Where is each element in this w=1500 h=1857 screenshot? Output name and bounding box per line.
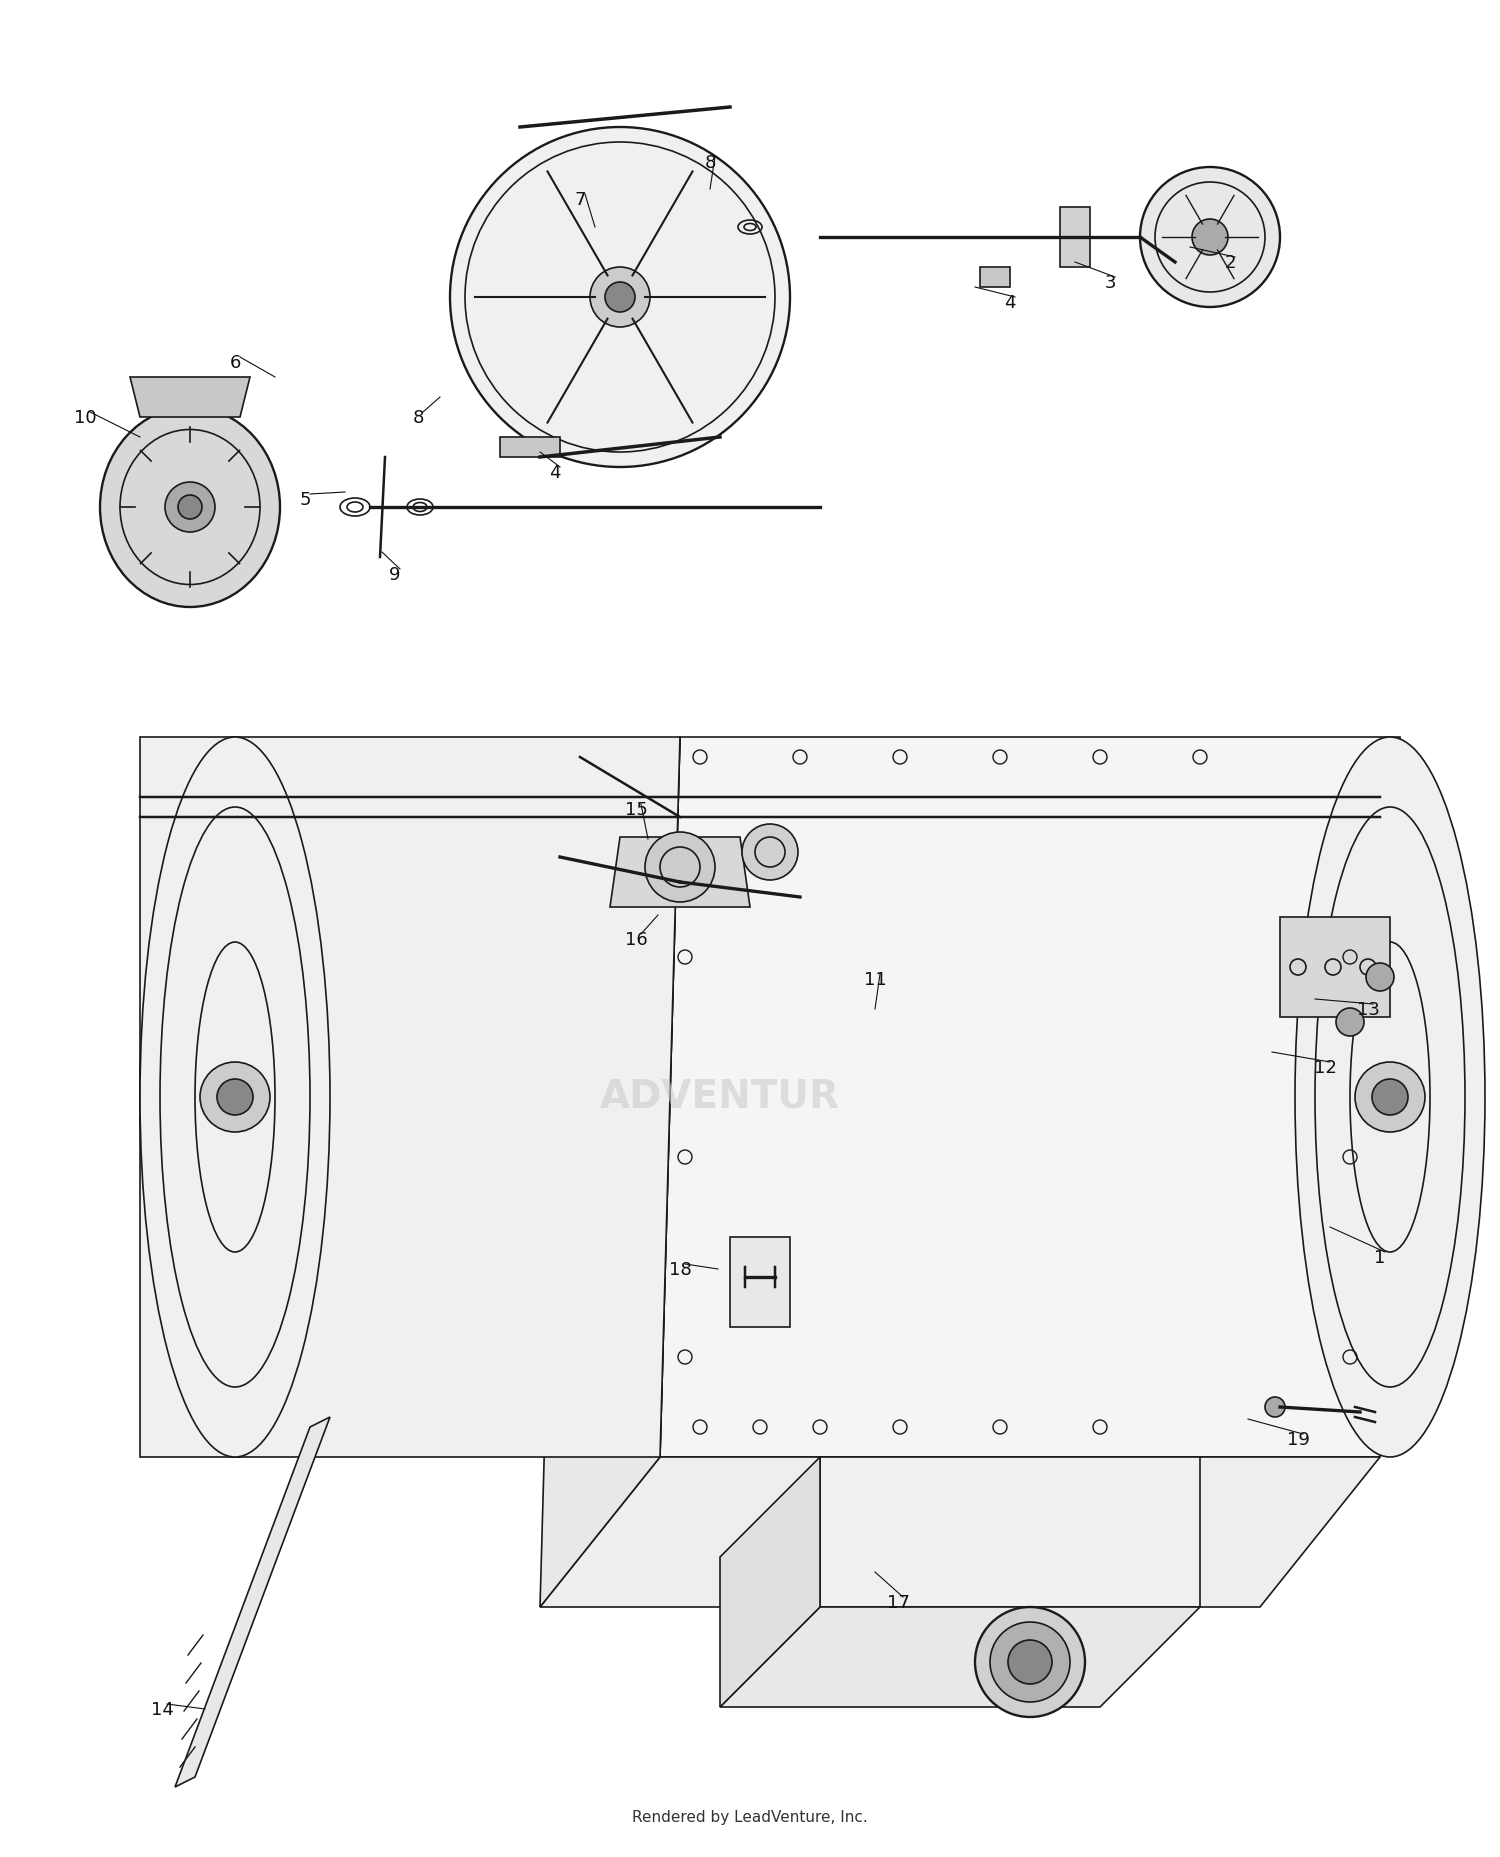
Circle shape [450,128,790,468]
Text: 17: 17 [886,1593,909,1612]
Polygon shape [730,1237,790,1328]
Ellipse shape [1294,737,1485,1458]
Circle shape [1008,1640,1052,1684]
Ellipse shape [100,409,280,607]
Text: 9: 9 [390,566,400,583]
Text: 1: 1 [1374,1248,1386,1266]
Text: 16: 16 [624,930,648,949]
Polygon shape [540,737,680,1606]
Polygon shape [140,737,680,1458]
Circle shape [1372,1079,1408,1116]
Text: 19: 19 [1287,1430,1310,1448]
Circle shape [645,832,716,903]
Polygon shape [610,838,750,908]
Circle shape [178,496,203,520]
Polygon shape [500,438,560,459]
Polygon shape [540,1458,1380,1606]
Text: 18: 18 [669,1261,692,1278]
Polygon shape [1280,917,1390,1018]
Text: Rendered by LeadVenture, Inc.: Rendered by LeadVenture, Inc. [632,1809,868,1824]
Polygon shape [821,1458,1200,1606]
Polygon shape [660,737,1400,1458]
Text: 14: 14 [150,1701,174,1718]
Circle shape [590,267,650,329]
Circle shape [200,1062,270,1133]
Circle shape [1366,964,1394,992]
Polygon shape [720,1606,1200,1707]
Circle shape [217,1079,254,1116]
Text: 5: 5 [298,490,310,509]
Text: 11: 11 [864,971,886,988]
Ellipse shape [140,737,330,1458]
Text: 2: 2 [1224,254,1236,271]
Polygon shape [176,1417,330,1786]
Polygon shape [130,377,251,418]
Circle shape [217,1079,254,1116]
Text: 3: 3 [1104,273,1116,292]
Circle shape [1264,1396,1286,1417]
Text: 8: 8 [705,154,716,173]
Polygon shape [720,1458,821,1707]
Polygon shape [980,267,1010,288]
Text: ADVENTUR: ADVENTUR [600,1077,840,1114]
Circle shape [604,282,634,312]
Circle shape [975,1606,1084,1718]
Text: 7: 7 [574,191,585,208]
Text: 8: 8 [413,409,423,427]
Circle shape [742,825,798,880]
Text: 12: 12 [1314,1058,1336,1077]
Circle shape [990,1623,1070,1703]
Text: 4: 4 [1005,293,1016,312]
Text: 10: 10 [74,409,96,427]
Text: 4: 4 [549,464,561,481]
Circle shape [1354,1062,1425,1133]
Circle shape [1140,167,1280,308]
Ellipse shape [140,737,330,1458]
Circle shape [200,1062,270,1133]
Polygon shape [1060,208,1090,267]
Text: 6: 6 [230,355,240,371]
Circle shape [165,483,214,533]
Circle shape [1192,219,1228,256]
Text: 13: 13 [1356,1001,1380,1018]
Text: 15: 15 [624,800,648,819]
Circle shape [1336,1008,1364,1036]
